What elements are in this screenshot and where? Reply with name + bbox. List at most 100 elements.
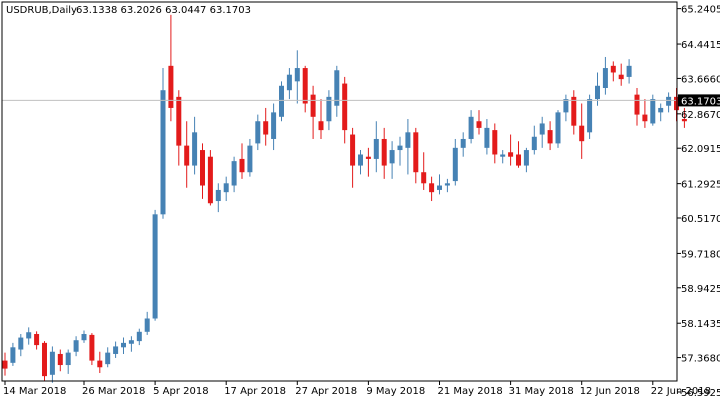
- candle: [65, 349, 71, 374]
- candle: [223, 176, 229, 202]
- candle: [49, 346, 55, 383]
- current-price-label: 63.1703: [681, 96, 720, 107]
- x-axis: 14 Mar 2018 26 Mar 2018 5 Apr 2018 17 Apr 2…: [3, 381, 711, 397]
- y-tick-label: 57.3680: [681, 354, 720, 365]
- x-tick-label: 9 May 2018: [366, 386, 425, 397]
- x-tick-label: 17 Apr 2018: [224, 386, 286, 397]
- candle-body: [168, 65, 174, 108]
- candle: [231, 156, 237, 193]
- candle-body: [128, 340, 134, 344]
- candle-body: [452, 147, 458, 182]
- candle-body: [547, 130, 553, 144]
- candle: [373, 121, 379, 173]
- candle: [10, 342, 16, 366]
- candle: [81, 330, 87, 343]
- candle-body: [563, 99, 569, 113]
- candle-body: [184, 145, 190, 166]
- candle-body: [358, 154, 363, 166]
- y-tick-label: 65.2405: [681, 5, 720, 16]
- candle: [642, 99, 648, 128]
- candle-body: [492, 130, 498, 155]
- y-axis: 65.2405 64.4415 63.6660 62.8670 62.0915 61.29…: [677, 5, 720, 399]
- candle: [200, 143, 205, 199]
- candle: [121, 337, 126, 354]
- candle-body: [523, 150, 529, 166]
- y-tick-label: 61.2925: [681, 180, 720, 191]
- candle-body: [310, 94, 316, 117]
- candle-body: [89, 334, 95, 361]
- candle-body: [97, 360, 103, 368]
- candle: [42, 341, 47, 381]
- candle: [184, 121, 190, 188]
- x-tick-label: 14 Mar 2018: [3, 386, 66, 397]
- candle-body: [468, 116, 474, 139]
- y-tick-label: 64.4415: [681, 40, 720, 51]
- y-tick-label: 56.5925: [681, 388, 720, 399]
- candle: [405, 119, 411, 175]
- candle: [626, 59, 632, 84]
- candle-body: [326, 96, 332, 122]
- candle-body: [484, 127, 490, 148]
- candle-body: [57, 353, 63, 366]
- candle-body: [176, 96, 182, 146]
- candle: [516, 141, 521, 168]
- candle-body: [610, 65, 616, 73]
- y-tick-label: 63.6660: [681, 74, 720, 85]
- x-tick-label: 12 Jun 2018: [580, 386, 640, 397]
- candle: [26, 327, 32, 345]
- candle-body: [618, 74, 624, 80]
- candle-body: [255, 121, 261, 144]
- candle-body: [215, 189, 221, 202]
- candle: [192, 116, 198, 175]
- candle-body: [350, 134, 356, 166]
- candle-body: [666, 96, 672, 106]
- candle-body: [247, 145, 253, 173]
- y-tick-label: 58.9425: [681, 284, 720, 295]
- candle-body: [650, 99, 656, 124]
- candle-body: [626, 65, 632, 77]
- candle: [176, 90, 182, 166]
- candle-body: [231, 161, 237, 186]
- candle-body: [365, 156, 371, 159]
- candle-body: [279, 85, 284, 117]
- candle: [152, 209, 158, 321]
- candle-body: [152, 214, 158, 319]
- y-tick-label: 62.0915: [681, 144, 720, 155]
- candle: [168, 14, 174, 122]
- candle: [318, 99, 324, 139]
- candle: [302, 65, 308, 113]
- candle-body: [2, 360, 8, 369]
- candle: [523, 147, 529, 173]
- candle: [113, 341, 119, 358]
- candle: [571, 90, 577, 135]
- candle-body: [10, 347, 16, 363]
- candle-body: [595, 85, 600, 100]
- candle-body: [460, 138, 466, 148]
- candle-body: [602, 68, 608, 88]
- candle: [239, 143, 245, 179]
- candle: [310, 85, 316, 139]
- candle: [334, 65, 340, 117]
- candle-body: [144, 318, 150, 332]
- candle-body: [571, 96, 577, 126]
- candle: [421, 152, 427, 190]
- candle-body: [579, 125, 585, 142]
- candle: [326, 90, 332, 131]
- x-tick-label: 26 Mar 2018: [82, 386, 145, 397]
- candle: [681, 107, 687, 128]
- candle: [247, 138, 253, 177]
- candle: [255, 114, 261, 151]
- candle: [579, 103, 585, 159]
- candle-body: [508, 152, 514, 157]
- candle-body: [476, 121, 482, 128]
- candle-body: [34, 334, 40, 346]
- y-tick-label: 62.8670: [681, 110, 720, 121]
- candle: [666, 92, 672, 113]
- candle: [286, 68, 292, 100]
- candle-body: [18, 337, 24, 350]
- candle: [634, 87, 640, 126]
- candle-body: [113, 346, 119, 354]
- candle: [263, 107, 269, 146]
- y-tick-label: 60.5170: [681, 214, 720, 225]
- candle-body: [42, 342, 47, 377]
